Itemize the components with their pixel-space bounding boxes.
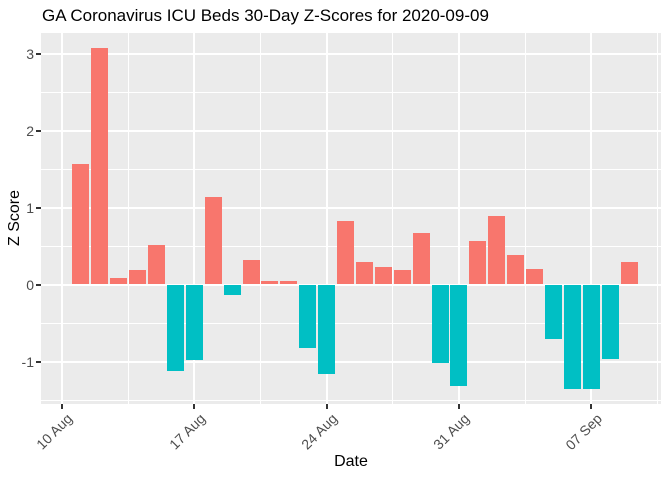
y-tick-mark (36, 360, 41, 363)
gridline-major-h (41, 206, 661, 209)
bar (563, 284, 581, 390)
bar (488, 215, 506, 285)
bar (412, 232, 430, 285)
y-tick-mark (36, 283, 41, 286)
x-tick-label: 31 Aug (430, 410, 473, 453)
x-tick-label: 07 Sep (562, 410, 605, 453)
gridline-major-v (457, 33, 460, 404)
bar (337, 220, 354, 285)
bar (91, 48, 109, 285)
plot-panel (41, 33, 661, 404)
gridline-major-v (590, 33, 593, 404)
y-tick-label: 1 (26, 199, 34, 216)
bar (582, 284, 600, 390)
x-tick-mark (193, 404, 196, 409)
bar (72, 164, 90, 285)
y-tick-mark (36, 129, 41, 132)
gridline-major-v (325, 33, 328, 404)
x-tick-label: 10 Aug (33, 410, 76, 453)
gridline-minor-h (41, 168, 661, 170)
x-tick-mark (457, 404, 460, 409)
gridline-major-h (41, 360, 661, 363)
bar (355, 262, 373, 285)
bar (299, 284, 317, 349)
x-tick-label: 24 Aug (298, 410, 341, 453)
bar (129, 269, 147, 285)
bar (110, 278, 128, 285)
bar (544, 284, 562, 340)
gridline-minor-v (127, 33, 129, 404)
y-tick-label: 3 (26, 45, 34, 62)
bar (374, 266, 392, 285)
gridline-minor-h (41, 91, 661, 93)
x-tick-mark (325, 404, 328, 409)
gridline-major-h (41, 129, 661, 132)
bar (526, 269, 543, 285)
bar (185, 284, 203, 360)
bar (393, 269, 411, 285)
bar (166, 284, 184, 371)
bar (280, 280, 298, 285)
bar (242, 259, 260, 285)
gridline-minor-v (524, 33, 526, 404)
y-tick-label: 2 (26, 122, 34, 139)
bar (507, 255, 525, 285)
bar (620, 262, 638, 285)
gridline-minor-v (259, 33, 261, 404)
gridline-major-h (41, 52, 661, 55)
y-tick-mark (36, 206, 41, 209)
bar (261, 280, 279, 285)
bar (204, 197, 222, 285)
gridline-minor-v (392, 33, 394, 404)
bar (318, 284, 336, 374)
x-axis-title: Date (334, 453, 368, 470)
gridline-minor-h (41, 399, 661, 401)
gridline-minor-v (656, 33, 658, 404)
bar (601, 284, 619, 360)
bar (223, 284, 241, 296)
bar (450, 284, 468, 387)
bar (469, 240, 487, 285)
y-tick-label: 0 (26, 276, 34, 293)
x-tick-mark (590, 404, 593, 409)
gridline-major-v (61, 33, 63, 404)
x-tick-mark (61, 404, 63, 409)
gridline-major-h (41, 283, 661, 286)
y-axis-title: Z Score (6, 189, 23, 247)
gridline-major-v (193, 33, 196, 404)
bar (431, 284, 449, 364)
chart-title: GA Coronavirus ICU Beds 30-Day Z-Scores … (42, 6, 489, 25)
y-tick-label: -1 (21, 353, 34, 370)
x-tick-label: 17 Aug (165, 410, 208, 453)
y-tick-mark (36, 52, 41, 55)
gridline-minor-h (41, 322, 661, 324)
bar (148, 245, 165, 285)
